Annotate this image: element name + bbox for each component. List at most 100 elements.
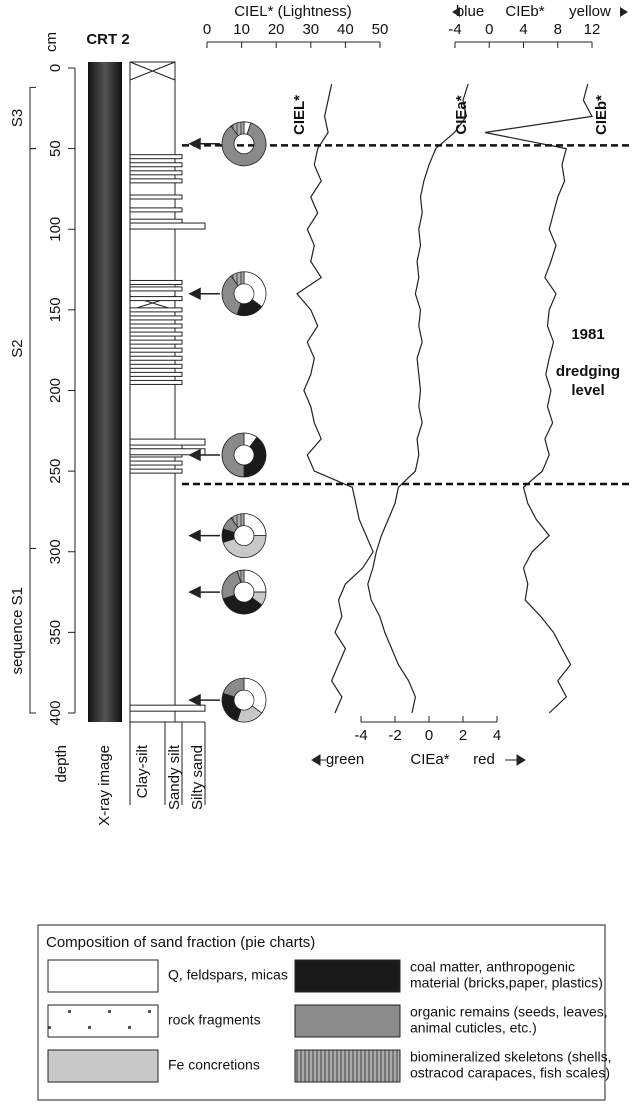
figure: CRT 2 cm050100150200250300350400depthS3S… bbox=[0, 0, 642, 1106]
lithology-column bbox=[130, 62, 175, 722]
arrow bbox=[312, 755, 326, 765]
profile-line bbox=[368, 84, 468, 713]
axis-right: yellow bbox=[569, 3, 611, 20]
axis-tick-label: 4 bbox=[493, 727, 501, 744]
sequence-label: S2 bbox=[9, 339, 26, 357]
legend-label: organic remains (seeds, leaves, bbox=[410, 1004, 608, 1020]
arrow bbox=[620, 7, 628, 17]
arrow bbox=[505, 755, 525, 765]
core-title: CRT 2 bbox=[86, 31, 129, 48]
sandy-silt-bed bbox=[130, 364, 182, 368]
depth-label: depth bbox=[53, 745, 70, 783]
axis-title: CIEa* bbox=[410, 751, 449, 768]
sequence-bracket bbox=[30, 87, 36, 148]
axis-tick-label: 2 bbox=[459, 727, 467, 744]
legend-swatch bbox=[48, 1005, 158, 1037]
axis-tick-label: 8 bbox=[554, 21, 562, 38]
sandy-silt-bed bbox=[130, 324, 182, 328]
sandy-silt-bed bbox=[130, 179, 182, 183]
legend-swatch bbox=[48, 1050, 158, 1082]
silty-sand-bed bbox=[130, 705, 205, 711]
axis-tick-label: 12 bbox=[584, 21, 601, 38]
axis-tick-label: 50 bbox=[372, 21, 389, 38]
sandy-silt-bed bbox=[130, 380, 182, 384]
sequence-bracket bbox=[30, 149, 36, 549]
column-label: X-ray image bbox=[96, 745, 113, 826]
legend-swatch bbox=[295, 1050, 400, 1082]
sandy-silt-bed bbox=[130, 340, 182, 344]
legend-swatch bbox=[295, 960, 400, 992]
depth-tick-label: 100 bbox=[47, 217, 64, 242]
axis-tick-label: 0 bbox=[485, 21, 493, 38]
sandy-silt-bed bbox=[130, 469, 182, 473]
sandy-silt-bed bbox=[130, 461, 182, 465]
depth-tick-label: 250 bbox=[47, 459, 64, 484]
pie-segment bbox=[222, 433, 244, 477]
legend-swatch bbox=[295, 1005, 400, 1037]
pie-arrow bbox=[190, 139, 220, 149]
axis-tick-label: -4 bbox=[354, 727, 367, 744]
legend-title: Composition of sand fraction (pie charts… bbox=[46, 934, 315, 951]
profile-line bbox=[297, 84, 373, 713]
sandy-silt-bed bbox=[130, 163, 182, 167]
legend-label: coal matter, anthropogenic bbox=[410, 959, 575, 975]
depth-unit: cm bbox=[43, 32, 60, 52]
column-label: Sandy silt bbox=[166, 744, 183, 810]
silty-sand-bed bbox=[130, 223, 205, 229]
axis-title: CIEL* (Lightness) bbox=[234, 3, 352, 20]
axis-left: green bbox=[326, 751, 364, 768]
sandy-silt-bed bbox=[130, 195, 182, 199]
sandy-silt-bed bbox=[130, 297, 182, 301]
sandy-silt-bed bbox=[130, 280, 182, 284]
axis-title: CIEb* bbox=[505, 3, 544, 20]
sandy-silt-bed bbox=[130, 308, 182, 312]
axis-tick-label: -4 bbox=[448, 21, 461, 38]
axis-tick-label: 0 bbox=[203, 21, 211, 38]
pie-arrow bbox=[190, 531, 220, 541]
legend-label: animal cuticles, etc.) bbox=[410, 1020, 537, 1036]
axis-tick-label: 30 bbox=[302, 21, 319, 38]
legend-label: material (bricks,paper, plastics) bbox=[410, 975, 603, 991]
sandy-silt-bed bbox=[130, 155, 182, 159]
axis-tick-label: 10 bbox=[233, 21, 250, 38]
depth-tick-label: 400 bbox=[47, 700, 64, 725]
series-label: CIEb* bbox=[593, 95, 610, 135]
marker-label: level bbox=[571, 382, 604, 399]
marker-label: dredging bbox=[556, 363, 620, 380]
sandy-silt-bed bbox=[130, 348, 182, 352]
depth-tick-label: 200 bbox=[47, 378, 64, 403]
depth-tick-label: 0 bbox=[47, 64, 64, 72]
series-label: CIEL* bbox=[291, 95, 308, 135]
sandy-silt-bed bbox=[130, 316, 182, 320]
pie-segment bbox=[222, 693, 241, 721]
axis-tick-label: 40 bbox=[337, 21, 354, 38]
sandy-silt-bed bbox=[130, 171, 182, 175]
axis-left: blue bbox=[456, 3, 484, 20]
legend-label: Q, feldspars, micas bbox=[168, 967, 288, 983]
sandy-silt-bed bbox=[130, 372, 182, 376]
legend-label: rock fragments bbox=[168, 1012, 261, 1028]
silty-sand-bed bbox=[130, 439, 205, 445]
axis-tick-label: 0 bbox=[425, 727, 433, 744]
pie-arrow bbox=[190, 587, 220, 597]
depth-tick-label: 150 bbox=[47, 297, 64, 322]
sandy-silt-bed bbox=[130, 356, 182, 360]
axis-right: red bbox=[473, 751, 495, 768]
pie-arrow bbox=[190, 289, 220, 299]
pie-segment bbox=[223, 678, 244, 697]
depth-tick-label: 300 bbox=[47, 539, 64, 564]
marker-label: 1981 bbox=[571, 326, 604, 343]
sandy-silt-bed bbox=[130, 332, 182, 336]
series-label: CIEa* bbox=[453, 95, 470, 134]
pie-segment bbox=[244, 514, 266, 536]
column-label: Clay-silt bbox=[134, 744, 151, 798]
depth-tick-label: 50 bbox=[47, 140, 64, 157]
axis-tick-label: 4 bbox=[519, 21, 527, 38]
axis-tick-label: -2 bbox=[388, 727, 401, 744]
pie-arrow bbox=[190, 695, 220, 705]
legend-label: Fe concretions bbox=[168, 1057, 260, 1073]
xray-image bbox=[88, 62, 122, 722]
sequence-label: sequence S1 bbox=[9, 587, 26, 675]
sandy-silt-bed bbox=[130, 208, 182, 212]
sandy-silt-bed bbox=[130, 287, 182, 291]
